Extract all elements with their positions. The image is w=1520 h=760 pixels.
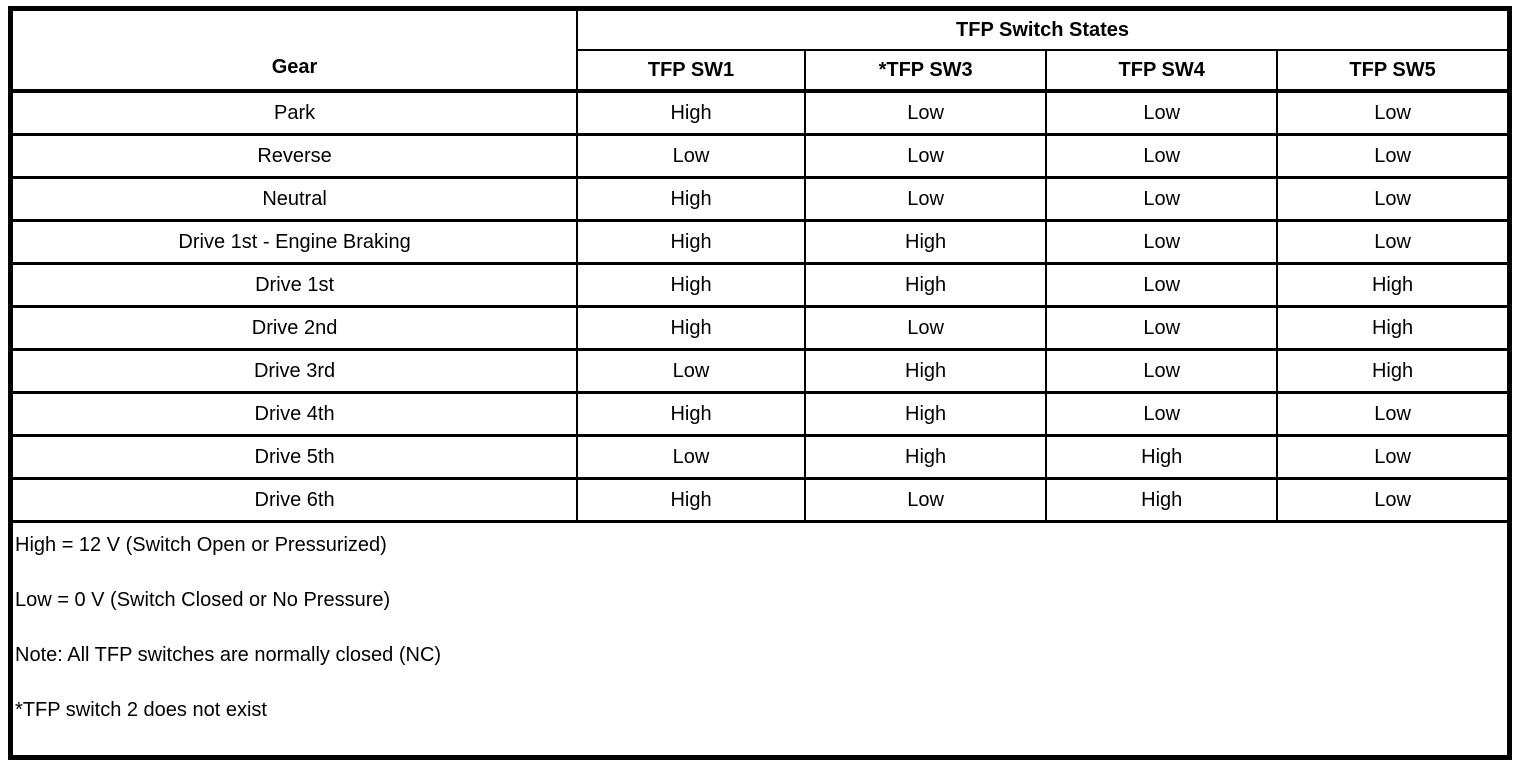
- table-row-neutral: Neutral High Low Low Low: [9, 176, 1511, 222]
- switch-state-cell: Low: [803, 89, 1048, 136]
- switch-state-cell: Low: [1276, 391, 1511, 437]
- switch-state-cell: Low: [1276, 176, 1511, 222]
- switch-state-cell: Low: [803, 133, 1048, 179]
- switch-state-cell: High: [576, 391, 806, 437]
- switch-state-cell: High: [803, 434, 1048, 480]
- table-row-drive-6th: Drive 6th High Low High Low: [9, 477, 1511, 523]
- switch-state-cell: High: [576, 477, 806, 523]
- switch-state-cell: High: [1045, 477, 1279, 523]
- switch-state-cell: Low: [1276, 477, 1511, 523]
- note-normally-closed: Note: All TFP switches are normally clos…: [15, 644, 442, 666]
- switch-state-cell: Low: [1045, 305, 1279, 351]
- switch-state-cell: Low: [1045, 391, 1279, 437]
- table-row-drive-2nd: Drive 2nd High Low Low High: [9, 305, 1511, 351]
- table-row-park: Park High Low Low Low: [9, 89, 1511, 136]
- switch-state-cell: Low: [576, 348, 806, 394]
- gear-column-header: Gear: [9, 7, 579, 93]
- gear-cell: Drive 1st: [9, 262, 579, 308]
- switch-state-cell: Low: [1276, 219, 1511, 265]
- switch-state-cell: High: [576, 305, 806, 351]
- column-header-tfp-sw1: TFP SW1: [576, 49, 806, 93]
- switch-state-cell: High: [803, 219, 1048, 265]
- switch-state-cell: Low: [1045, 89, 1279, 136]
- switch-state-cell: Low: [576, 133, 806, 179]
- table-row-drive-1st: Drive 1st High High Low High: [9, 262, 1511, 308]
- switch-state-cell: High: [576, 219, 806, 265]
- gear-cell: Reverse: [9, 133, 579, 179]
- column-header-tfp-sw4: TFP SW4: [1045, 49, 1279, 93]
- switch-state-cell: High: [803, 348, 1048, 394]
- column-header-tfp-sw3: *TFP SW3: [803, 49, 1048, 93]
- switch-state-cell: High: [1276, 305, 1511, 351]
- switch-state-cell: Low: [1276, 89, 1511, 136]
- gear-cell: Drive 1st - Engine Braking: [9, 219, 579, 265]
- switch-state-cell: High: [576, 262, 806, 308]
- note-low-definition: Low = 0 V (Switch Closed or No Pressure): [15, 589, 391, 611]
- gear-cell: Drive 5th: [9, 434, 579, 480]
- switch-state-cell: Low: [1045, 219, 1279, 265]
- gear-cell: Drive 2nd: [9, 305, 579, 351]
- column-header-row: TFP SW1 *TFP SW3 TFP SW4 TFP SW5: [11, 49, 1511, 93]
- switch-state-cell: Low: [1276, 434, 1511, 480]
- footnotes-cell: High = 12 V (Switch Open or Pressurized)…: [9, 520, 1511, 759]
- column-header-tfp-sw5: TFP SW5: [1276, 49, 1511, 93]
- switch-state-cell: Low: [1045, 262, 1279, 308]
- table-title-row: Gear TFP Switch States: [9, 7, 1511, 93]
- switch-state-cell: High: [803, 391, 1048, 437]
- table-row-drive-1st-engine-braking: Drive 1st - Engine Braking High High Low…: [9, 219, 1511, 265]
- table-row-drive-3rd: Drive 3rd Low High Low High: [9, 348, 1511, 394]
- switch-state-cell: Low: [576, 434, 806, 480]
- document-page: Gear TFP Switch States TFP SW1 *TFP SW3 …: [8, 6, 1512, 760]
- switch-state-cell: Low: [1045, 348, 1279, 394]
- switch-state-cell: High: [576, 176, 806, 222]
- table-row-reverse: Reverse Low Low Low Low: [9, 133, 1511, 179]
- gear-cell: Drive 6th: [9, 477, 579, 523]
- gear-cell: Park: [9, 89, 579, 136]
- table-row-drive-5th: Drive 5th Low High High Low: [9, 434, 1511, 480]
- switch-state-cell: High: [1276, 262, 1511, 308]
- note-high-definition: High = 12 V (Switch Open or Pressurized): [15, 534, 387, 556]
- switch-state-cell: Low: [803, 477, 1048, 523]
- note-sw2-does-not-exist: *TFP switch 2 does not exist: [15, 699, 267, 721]
- switch-state-cell: High: [1276, 348, 1511, 394]
- table-row-drive-4th: Drive 4th High High Low Low: [9, 391, 1511, 437]
- switch-state-cell: High: [576, 89, 806, 136]
- gear-cell: Drive 4th: [9, 391, 579, 437]
- table-title: TFP Switch States: [576, 7, 1511, 51]
- switch-state-cell: Low: [1045, 176, 1279, 222]
- gear-cell: Drive 3rd: [9, 348, 579, 394]
- switch-state-cell: Low: [1045, 133, 1279, 179]
- switch-state-cell: Low: [803, 176, 1048, 222]
- switch-state-cell: High: [803, 262, 1048, 308]
- switch-state-cell: High: [1045, 434, 1279, 480]
- tfp-switch-states-table: Gear TFP Switch States TFP SW1 *TFP SW3 …: [8, 6, 1512, 760]
- gear-cell: Neutral: [9, 176, 579, 222]
- switch-state-cell: Low: [803, 305, 1048, 351]
- switch-state-cell: Low: [1276, 133, 1511, 179]
- footnotes-row: High = 12 V (Switch Open or Pressurized)…: [9, 520, 1511, 759]
